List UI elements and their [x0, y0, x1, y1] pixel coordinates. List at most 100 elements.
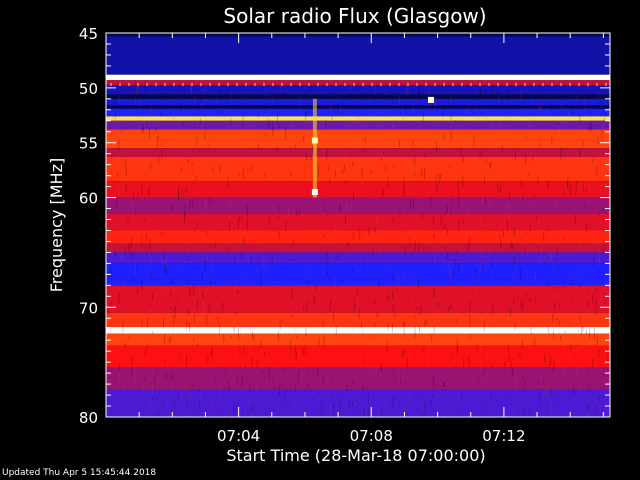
texture-streak	[115, 116, 117, 126]
texture-streak	[457, 180, 459, 192]
texture-streak	[512, 243, 513, 250]
texture-streak	[265, 108, 267, 119]
texture-streak	[182, 121, 184, 127]
texture-streak	[224, 316, 226, 322]
texture-streak	[148, 205, 150, 209]
texture-streak	[138, 372, 140, 378]
texture-streak	[379, 412, 380, 416]
texture-streak	[166, 263, 167, 268]
texture-streak	[141, 320, 142, 330]
texture-streak	[287, 288, 289, 301]
texture-streak	[189, 411, 191, 419]
band-marker-dot	[587, 82, 589, 86]
texture-streak	[599, 258, 600, 265]
texture-streak	[243, 238, 245, 246]
texture-streak	[285, 207, 287, 212]
texture-streak	[170, 336, 172, 342]
texture-streak	[479, 262, 481, 272]
texture-streak	[191, 169, 193, 172]
texture-streak	[424, 231, 426, 235]
texture-streak	[513, 298, 515, 305]
texture-streak	[500, 93, 502, 103]
texture-streak	[205, 198, 206, 210]
texture-streak	[264, 88, 266, 95]
texture-streak	[473, 135, 475, 146]
texture-streak	[260, 311, 261, 315]
texture-streak	[392, 289, 393, 299]
texture-streak	[575, 100, 577, 103]
texture-streak	[291, 289, 293, 301]
texture-streak	[448, 219, 450, 222]
frequency-band	[106, 312, 610, 328]
texture-streak	[116, 196, 118, 208]
texture-streak	[420, 191, 422, 194]
texture-streak	[507, 114, 509, 121]
texture-streak	[541, 359, 542, 365]
texture-streak	[581, 268, 583, 278]
texture-streak	[585, 188, 587, 193]
texture-streak	[475, 416, 476, 420]
texture-streak	[157, 410, 159, 421]
texture-streak	[491, 364, 493, 368]
texture-streak	[313, 296, 315, 307]
texture-streak	[582, 326, 584, 332]
texture-streak	[149, 186, 151, 195]
texture-streak	[244, 406, 246, 415]
texture-streak	[247, 318, 249, 325]
texture-streak	[252, 404, 253, 412]
texture-streak	[403, 272, 405, 281]
texture-streak	[350, 81, 352, 91]
texture-streak	[218, 225, 220, 230]
texture-streak	[408, 143, 410, 152]
texture-streak	[107, 172, 108, 177]
frequency-band	[106, 148, 610, 157]
texture-streak	[370, 379, 372, 384]
texture-streak	[574, 251, 576, 256]
texture-streak	[371, 297, 373, 307]
texture-streak	[335, 373, 337, 385]
texture-streak	[239, 214, 241, 222]
texture-streak	[233, 327, 235, 333]
texture-streak	[253, 334, 255, 341]
texture-streak	[543, 390, 545, 399]
texture-streak	[512, 263, 514, 267]
texture-streak	[568, 351, 570, 360]
texture-streak	[118, 292, 120, 304]
texture-streak	[532, 157, 534, 161]
texture-streak	[138, 84, 140, 94]
texture-streak	[178, 263, 179, 269]
texture-streak	[589, 105, 591, 117]
texture-streak	[396, 197, 398, 204]
texture-streak	[177, 299, 179, 304]
texture-streak	[174, 296, 175, 299]
texture-streak	[149, 126, 150, 139]
texture-streak	[218, 413, 220, 425]
texture-streak	[433, 376, 435, 388]
texture-streak	[539, 107, 541, 111]
texture-streak	[318, 165, 319, 178]
texture-streak	[335, 170, 336, 178]
texture-streak	[406, 85, 407, 96]
texture-streak	[167, 136, 169, 142]
texture-streak	[413, 284, 415, 291]
texture-streak	[128, 332, 130, 344]
texture-streak	[154, 125, 156, 129]
texture-streak	[448, 307, 450, 311]
texture-streak	[148, 253, 150, 258]
texture-streak	[271, 255, 273, 266]
texture-streak	[574, 214, 576, 223]
frequency-band	[106, 367, 610, 390]
texture-streak	[442, 304, 444, 310]
burst-column	[312, 98, 317, 198]
texture-streak	[417, 396, 419, 399]
texture-streak	[300, 283, 302, 291]
texture-streak	[567, 177, 569, 189]
texture-streak	[292, 314, 294, 317]
texture-streak	[312, 145, 313, 154]
texture-streak	[220, 94, 222, 101]
frequency-band	[106, 129, 610, 149]
texture-streak	[601, 128, 603, 140]
texture-streak	[120, 129, 122, 133]
band-marker-dot	[335, 82, 337, 86]
band-marker-dot	[263, 82, 265, 86]
